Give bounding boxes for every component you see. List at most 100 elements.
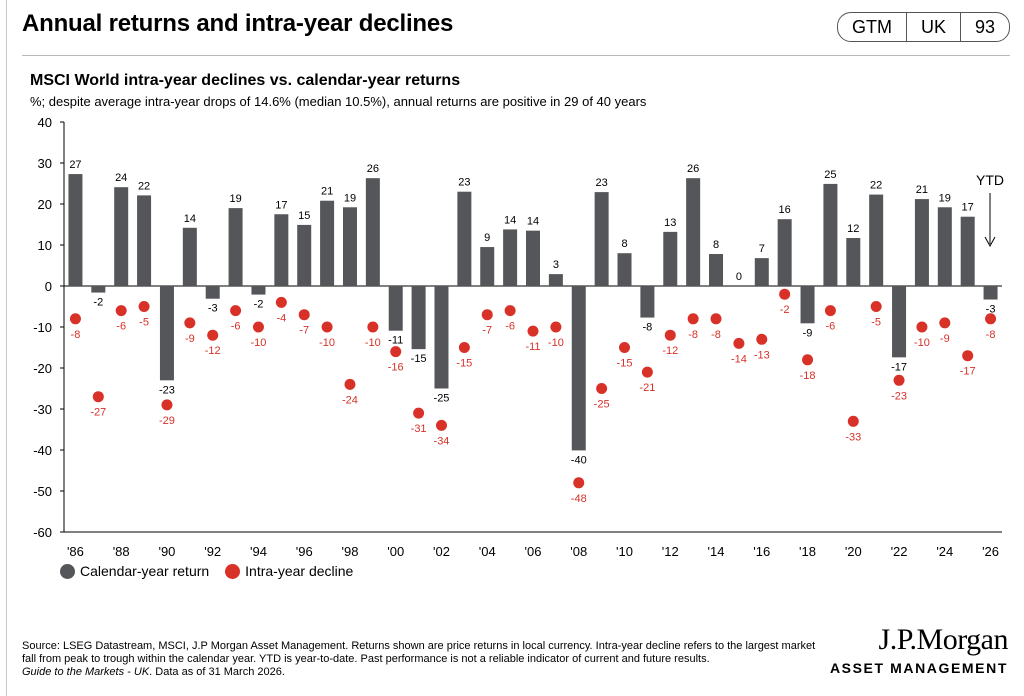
dot-value-label: -10 [319,337,335,349]
bar [388,286,403,331]
bar-value-label: 17 [962,202,974,214]
decline-dot [367,321,379,333]
bar [159,286,174,381]
x-tick-label: '94 [250,544,267,559]
dot-value-label: -15 [456,358,472,370]
x-tick-label: '12 [662,544,679,559]
y-tick-label: -60 [33,525,52,540]
badge-region: UK [905,13,960,41]
dot-value-label: -29 [159,415,175,427]
bar-value-label: -9 [803,327,813,339]
bar-value-label: 27 [69,159,81,171]
decline-dot [733,337,745,349]
bar [342,207,357,286]
decline-dot [207,329,219,341]
bar [937,207,952,286]
dot-value-label: -6 [231,321,241,333]
bar [594,192,609,286]
bar-value-label: 17 [275,199,287,211]
chart-title: MSCI World intra-year declines vs. calen… [30,72,461,89]
x-tick-label: '92 [204,544,221,559]
jpmorgan-logo: J.P.Morgan ASSET MANAGEMENT [830,624,1009,677]
bar-value-label: 12 [847,223,859,235]
dot-value-label: -8 [986,329,996,341]
dot-value-label: -10 [914,337,930,349]
footer-asof: . Data as of 31 March 2026. [149,666,285,678]
x-tick-label: '08 [570,544,587,559]
decline-dot [550,321,562,333]
decline-dot [138,301,150,312]
bar-value-label: 21 [321,186,333,198]
decline-dot [481,309,493,321]
dot-value-label: -34 [434,435,450,447]
dot-value-label: -8 [71,329,81,341]
decline-dot [687,313,699,325]
dot-value-label: -25 [594,399,610,411]
bar-value-label: 0 [736,271,742,283]
dot-value-label: -8 [688,329,698,341]
decline-dot [161,399,173,411]
dot-value-label: -31 [411,423,427,435]
decline-dot [298,309,310,321]
bar [686,178,701,286]
bar-value-label: 9 [484,232,490,244]
dot-value-label: -10 [548,337,564,349]
footer-source-text: Source: LSEG Datastream, MSCI, J.P Morga… [22,640,816,665]
badge-gtm: GTM [851,17,892,37]
decline-dot [527,325,539,337]
decline-dot [847,415,859,427]
decline-dot [824,305,836,317]
bar [869,194,884,286]
bar [480,247,495,286]
bar [503,229,518,286]
dot-value-label: -18 [800,370,816,382]
dot-value-label: -23 [891,390,907,402]
bar-value-label: 8 [621,238,627,250]
footer-guide-title: Guide to the Markets - UK [22,666,150,678]
x-tick-label: '16 [753,544,770,559]
data-labels: 27-22422-2314-319-21715211926-11-15-2523… [69,159,995,505]
decline-dot [458,342,470,353]
bar-value-label: -3 [208,303,218,315]
decline-dot [916,321,928,333]
bar [709,254,724,286]
legend-item-bar: Calendar-year return [60,563,209,579]
dot-value-label: -6 [505,321,515,333]
bar [640,286,655,318]
dot-value-label: -21 [639,382,655,394]
x-tick-label: '98 [341,544,358,559]
chart-subtitle: %; despite average intra-year drops of 1… [30,94,647,109]
legend-label-dot: Intra-year decline [245,563,354,579]
bar [571,286,586,451]
bar-value-label: 14 [504,214,516,226]
legend-swatch-bar [60,563,75,579]
legend-item-dot: Intra-year decline [225,563,353,579]
bar-value-label: 14 [527,216,539,228]
decline-dot [69,313,81,325]
x-tick-label: '90 [158,544,175,559]
bar [617,253,632,286]
y-tick-label: 0 [45,279,52,294]
dot-value-label: -15 [617,358,633,370]
dot-value-label: -14 [731,353,747,365]
dot-value-label: -48 [571,493,587,505]
chart-legend: Calendar-year return Intra-year decline [60,563,369,579]
footer-source: Source: LSEG Datastream, MSCI, J.P Morga… [22,640,822,679]
y-tick-label: -10 [33,320,52,335]
decline-dot [710,313,722,325]
bar-value-label: 7 [759,243,765,255]
decline-dot [893,374,905,386]
bar [297,224,312,286]
bar [800,286,815,324]
decline-dot [573,477,585,489]
bar-value-label: 3 [553,259,559,271]
decline-dot [664,329,676,341]
bar-value-label: 13 [664,217,676,229]
bar [434,286,449,389]
decline-dot [870,301,882,312]
bar [892,286,907,358]
bar [914,199,929,286]
dot-value-label: -11 [525,341,540,353]
dot-value-label: -12 [205,345,221,357]
